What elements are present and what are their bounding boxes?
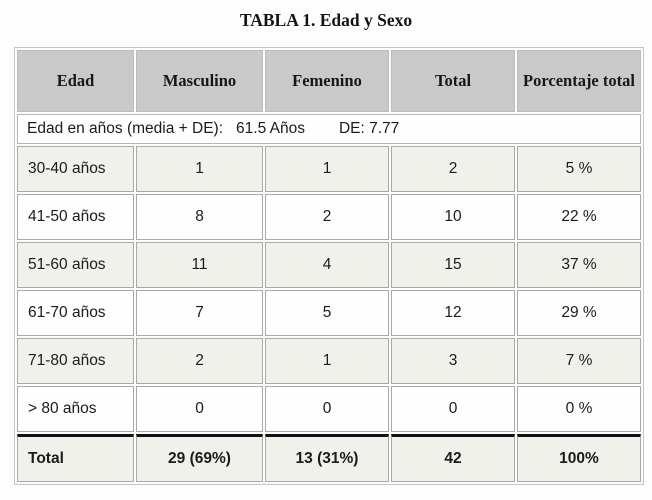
- cell-total: 10: [391, 194, 515, 240]
- column-header-femenino: Femenino: [265, 50, 389, 112]
- cell-edad: 51-60 años: [17, 242, 134, 288]
- cell-masculino: 11: [136, 242, 263, 288]
- cell-edad: 71-80 años: [17, 338, 134, 384]
- cell-femenino: 0: [265, 386, 389, 432]
- age-sd-value: DE: 7.77: [338, 120, 400, 137]
- cell-porcentaje: 37 %: [517, 242, 641, 288]
- column-header-masculino: Masculino: [136, 50, 263, 112]
- cell-femenino: 1: [265, 338, 389, 384]
- cell-porcentaje: 22 %: [517, 194, 641, 240]
- total-total: 42: [391, 434, 515, 482]
- cell-porcentaje: 7 %: [517, 338, 641, 384]
- age-mean-label: Edad en años (media + DE):: [27, 120, 224, 137]
- column-header-edad: Edad: [17, 50, 134, 112]
- total-porcentaje: 100%: [517, 434, 641, 482]
- total-femenino: 13 (31%): [265, 434, 389, 482]
- cell-total: 2: [391, 146, 515, 192]
- total-masculino: 29 (69%): [136, 434, 263, 482]
- column-header-total: Total: [391, 50, 515, 112]
- total-row-label: Total: [17, 434, 134, 482]
- cell-total: 15: [391, 242, 515, 288]
- cell-masculino: 8: [136, 194, 263, 240]
- age-sex-table: Edad Masculino Femenino Total Porcentaje…: [14, 47, 644, 485]
- cell-femenino: 2: [265, 194, 389, 240]
- age-mean-note-row: Edad en años (media + DE): 61.5 Años DE:…: [17, 114, 641, 144]
- cell-total: 0: [391, 386, 515, 432]
- cell-masculino: 1: [136, 146, 263, 192]
- table-title: TABLA 1. Edad y Sexo: [239, 10, 413, 30]
- cell-edad: 61-70 años: [17, 290, 134, 336]
- cell-femenino: 4: [265, 242, 389, 288]
- cell-porcentaje: 5 %: [517, 146, 641, 192]
- cell-edad: > 80 años: [17, 386, 134, 432]
- cell-edad: 41-50 años: [17, 194, 134, 240]
- cell-femenino: 1: [265, 146, 389, 192]
- cell-edad: 30-40 años: [17, 146, 134, 192]
- table-grid: Edad Masculino Femenino Total Porcentaje…: [17, 50, 641, 482]
- cell-porcentaje: 29 %: [517, 290, 641, 336]
- cell-porcentaje: 0 %: [517, 386, 641, 432]
- cell-total: 12: [391, 290, 515, 336]
- cell-masculino: 2: [136, 338, 263, 384]
- column-header-porcentaje-total: Porcentaje total: [517, 50, 641, 112]
- cell-masculino: 0: [136, 386, 263, 432]
- age-mean-value: 61.5 Años: [236, 120, 305, 137]
- cell-total: 3: [391, 338, 515, 384]
- cell-femenino: 5: [265, 290, 389, 336]
- cell-masculino: 7: [136, 290, 263, 336]
